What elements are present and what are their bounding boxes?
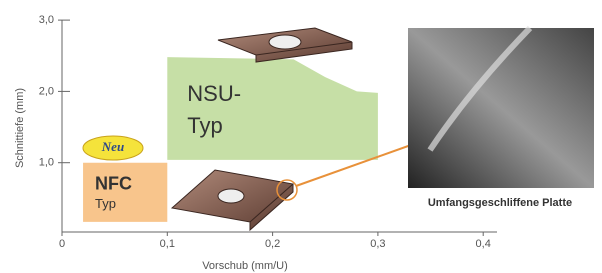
region [167, 57, 378, 160]
y-axis-label: Schnittiefe (mm) [14, 88, 26, 168]
photo [408, 28, 594, 188]
chart: Vorschub (mm/U) Schnittiefe (mm) Umfangs… [0, 0, 602, 273]
x-tick-label: 0,4 [476, 238, 491, 250]
region-label: NFC [95, 173, 132, 193]
insert-top [218, 28, 352, 62]
region-label: NSU- [187, 81, 241, 106]
badge-text: Neu [101, 139, 124, 154]
insert-bottom [172, 170, 293, 230]
x-axis-label: Vorschub (mm/U) [202, 260, 288, 272]
x-tick-label: 0,1 [160, 238, 175, 250]
region-label: Typ [187, 113, 222, 138]
x-tick-label: 0 [59, 238, 65, 250]
x-tick-label: 0,3 [370, 238, 385, 250]
x-tick-label: 0,2 [265, 238, 280, 250]
region-label: Typ [95, 196, 116, 211]
y-tick-label: 3,0 [39, 14, 54, 26]
y-tick-label: 1,0 [39, 157, 54, 169]
y-tick-label: 2,0 [39, 85, 54, 97]
photo-caption: Umfangsgeschliffene Platte [428, 197, 572, 209]
